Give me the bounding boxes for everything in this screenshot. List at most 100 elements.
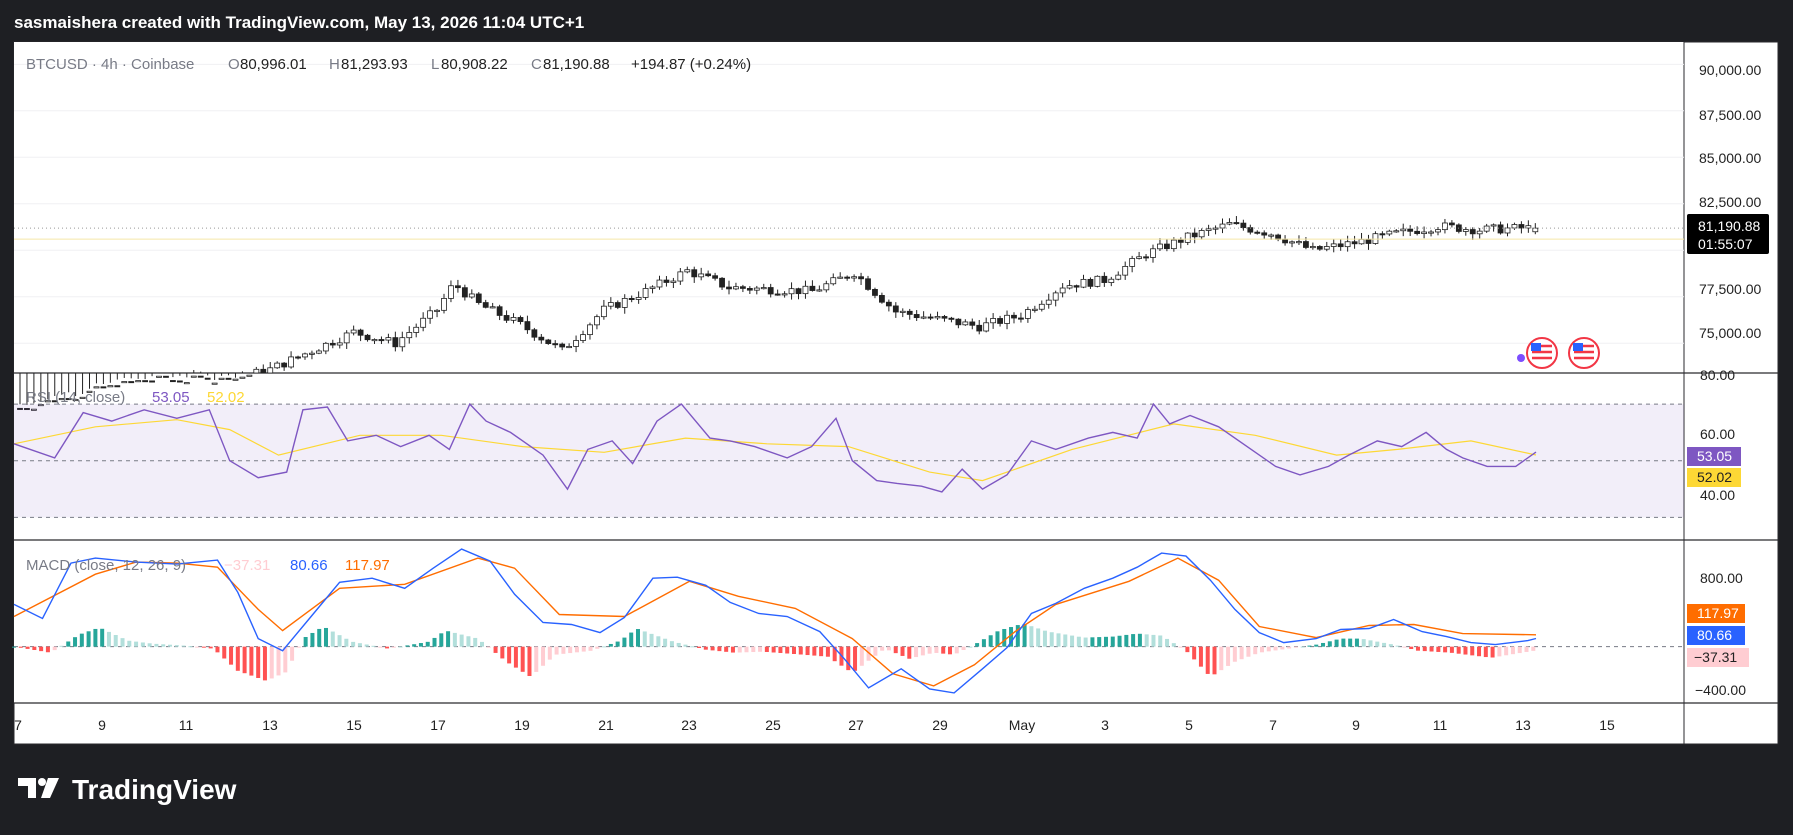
candle xyxy=(329,342,336,346)
macd-hist-bar xyxy=(452,632,457,647)
close-value: 81,190.88 xyxy=(543,56,610,73)
macd-hist-bar xyxy=(127,640,132,647)
candle xyxy=(336,342,343,346)
macd-hist-bar xyxy=(493,646,498,653)
macd-hist-bar xyxy=(893,646,898,654)
candle xyxy=(1018,317,1024,320)
macd-hist-bar xyxy=(1022,623,1027,647)
macd-hist-bar xyxy=(1083,637,1088,647)
time-tick: 23 xyxy=(681,717,697,733)
macd-hist-bar xyxy=(79,633,84,647)
macd-axis: 800.00 −400.00 117.97 80.66 −37.31 xyxy=(1687,570,1749,698)
candle xyxy=(607,302,614,307)
macd-hist-bar xyxy=(1456,646,1461,654)
time-tick: 15 xyxy=(346,717,362,733)
candle xyxy=(190,375,197,378)
sparkle-icon[interactable] xyxy=(1517,354,1525,362)
macd-hist-bar xyxy=(744,646,749,653)
candle xyxy=(295,356,301,359)
macd-hist-bar xyxy=(1205,646,1210,674)
macd-hist-bar xyxy=(1348,638,1353,647)
candle xyxy=(587,324,593,336)
tradingview-logo: TradingView xyxy=(18,774,237,805)
candle xyxy=(218,377,225,380)
candle xyxy=(1282,238,1288,244)
candle xyxy=(524,321,531,331)
macd-title: MACD (close, 12, 26, 9) xyxy=(26,557,186,574)
candle xyxy=(642,288,649,298)
candle xyxy=(156,375,162,378)
rsi-ma-line xyxy=(13,419,1537,482)
countdown-label: 01:55:07 xyxy=(1698,236,1753,252)
macd-hist-bar xyxy=(330,631,335,647)
candle xyxy=(176,380,183,383)
candle xyxy=(1414,230,1421,234)
candle xyxy=(705,273,712,277)
macd-hist-bar xyxy=(418,643,423,647)
candle xyxy=(371,339,378,342)
macd-hist-bar xyxy=(1137,633,1142,647)
time-tick: May xyxy=(1009,717,1035,733)
candle xyxy=(698,273,705,278)
candle xyxy=(1045,299,1052,305)
macd-hist-bar xyxy=(134,641,139,647)
candle xyxy=(455,285,461,289)
low-value: 80,908.22 xyxy=(441,56,508,73)
candle xyxy=(107,385,114,388)
macd-value: 80.66 xyxy=(290,557,328,574)
hist-label-bg xyxy=(1687,648,1749,667)
macd-legend: MACD (close, 12, 26, 9) −37.31 80.66 117… xyxy=(26,557,390,574)
candle xyxy=(482,302,489,308)
candle xyxy=(739,286,746,289)
macd-hist-bar xyxy=(59,645,64,647)
time-tick: 19 xyxy=(514,717,530,733)
candle xyxy=(72,399,79,402)
candle xyxy=(1393,230,1400,233)
macd-hist-bar xyxy=(12,646,16,648)
candle xyxy=(489,306,496,309)
macd-hist-bar xyxy=(1327,641,1332,647)
macd-hist-bar xyxy=(758,646,763,652)
time-tick: 13 xyxy=(1515,717,1531,733)
macd-hist-bar xyxy=(1097,637,1102,647)
candle xyxy=(420,317,427,328)
time-tick: 11 xyxy=(1433,717,1448,733)
candle xyxy=(656,279,663,288)
us-flag-icon[interactable] xyxy=(1526,337,1558,369)
macd-hist-bar xyxy=(527,646,532,677)
macd-hist-bar xyxy=(1144,634,1149,647)
candle xyxy=(1143,256,1149,259)
candle xyxy=(1344,241,1351,248)
event-flags[interactable] xyxy=(1517,337,1600,369)
macd-hist-bar xyxy=(1063,634,1068,647)
macd-hist-bar xyxy=(1354,638,1359,647)
candle xyxy=(468,293,475,298)
candle xyxy=(392,337,399,348)
macd-hist-bar xyxy=(1103,636,1108,647)
candle xyxy=(58,398,65,401)
macd-hist-bar xyxy=(466,636,471,647)
macd-hist-bar xyxy=(853,646,858,671)
close-label: C xyxy=(531,56,542,73)
macd-hist-value: −37.31 xyxy=(224,557,270,574)
macd-hist-bar xyxy=(439,633,444,647)
time-tick: 27 xyxy=(848,717,864,733)
macd-label: 80.66 xyxy=(1697,627,1732,643)
candle xyxy=(1289,241,1295,244)
macd-hist-bar xyxy=(208,646,213,649)
candle xyxy=(733,286,739,290)
candle xyxy=(1205,228,1212,231)
rsi-value-label: 53.05 xyxy=(1697,448,1732,464)
macd-hist-bar xyxy=(547,646,552,660)
macd-hist-bar xyxy=(608,643,613,647)
us-flag-icon[interactable] xyxy=(1568,337,1600,369)
current-price-label: 81,190.88 xyxy=(1698,218,1760,234)
candle xyxy=(343,332,350,344)
macd-hist-bar xyxy=(1049,632,1054,647)
time-tick: 17 xyxy=(430,717,446,733)
macd-hist-bar xyxy=(934,646,939,653)
candle xyxy=(517,317,524,322)
candle xyxy=(906,310,913,315)
candle xyxy=(872,289,878,296)
candle xyxy=(1518,224,1525,229)
